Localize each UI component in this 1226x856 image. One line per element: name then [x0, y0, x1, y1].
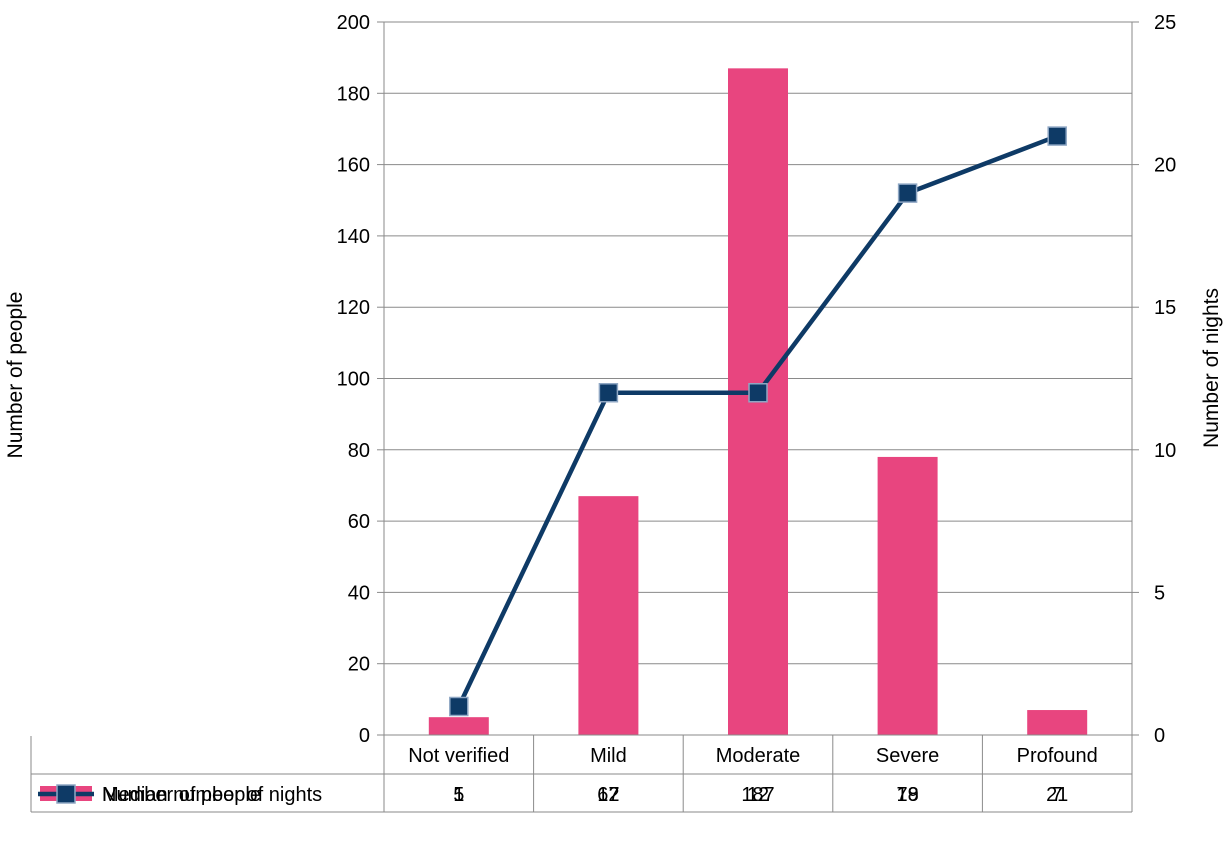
- line-marker: [449, 696, 469, 717]
- table-value: 12: [747, 784, 769, 806]
- bar-series: [428, 68, 1088, 736]
- y-right-tick-label: 15: [1154, 297, 1176, 319]
- line-marker: [748, 383, 768, 403]
- category-label: Severe: [876, 745, 939, 767]
- y-left-tick-label: 80: [348, 440, 370, 462]
- line-marker: [598, 383, 619, 403]
- line-marker: [897, 183, 918, 203]
- y-left-tick-label: 60: [348, 511, 370, 533]
- y-right-tick-label: 25: [1154, 12, 1176, 34]
- bar: [578, 496, 639, 735]
- bar: [428, 717, 489, 735]
- legend-label: Number of people: [102, 784, 261, 806]
- y-right-tick-label: 10: [1154, 440, 1176, 462]
- right-axis-ticks: 0 5 10 15 20 25: [1132, 12, 1176, 747]
- table-value: 5: [453, 784, 464, 806]
- category-label: Mild: [590, 745, 627, 767]
- y-right-tick-label: 20: [1154, 155, 1176, 177]
- y-right-tick-label: 0: [1154, 725, 1165, 747]
- table-value: 7: [1052, 784, 1063, 806]
- bar: [1027, 710, 1088, 735]
- line-series: [449, 126, 1067, 717]
- table-value: 78: [896, 784, 918, 806]
- y-left-tick-label: 160: [337, 155, 370, 177]
- y-left-tick-label: 120: [337, 297, 370, 319]
- y-left-tick-label: 100: [337, 369, 370, 391]
- table-value: 187: [741, 784, 774, 806]
- table-value: 12: [597, 784, 619, 806]
- y-left-tick-label: 20: [348, 654, 370, 676]
- y-left-tick-label: 180: [337, 83, 370, 105]
- y-left-tick-label: 40: [348, 582, 370, 604]
- y-left-axis-label: Number of people: [4, 292, 27, 459]
- bar: [877, 456, 938, 735]
- legend-label: Median number of nights: [102, 784, 322, 806]
- line-marker: [1047, 126, 1067, 146]
- category-label: Profound: [1017, 745, 1098, 767]
- legend-marker: [56, 784, 76, 804]
- table-value: 1: [453, 784, 464, 806]
- y-right-tick-label: 5: [1154, 582, 1165, 604]
- y-left-tick-label: 0: [359, 725, 370, 747]
- data-table: Not verified Mild Moderate Severe Profound Nu…: [30, 734, 1133, 813]
- y-left-tick-label: 200: [337, 12, 370, 34]
- category-label: Not verified: [408, 745, 509, 767]
- y-right-axis-label: Number of nights: [1200, 288, 1223, 448]
- table-value: 21: [1046, 784, 1068, 806]
- category-label: Moderate: [716, 745, 801, 767]
- left-axis-ticks: 0 20 40 60 80 100 120 140 160 180 200: [337, 12, 384, 747]
- table-value: 67: [597, 784, 619, 806]
- table-value: 19: [896, 784, 918, 806]
- y-left-tick-label: 140: [337, 226, 370, 248]
